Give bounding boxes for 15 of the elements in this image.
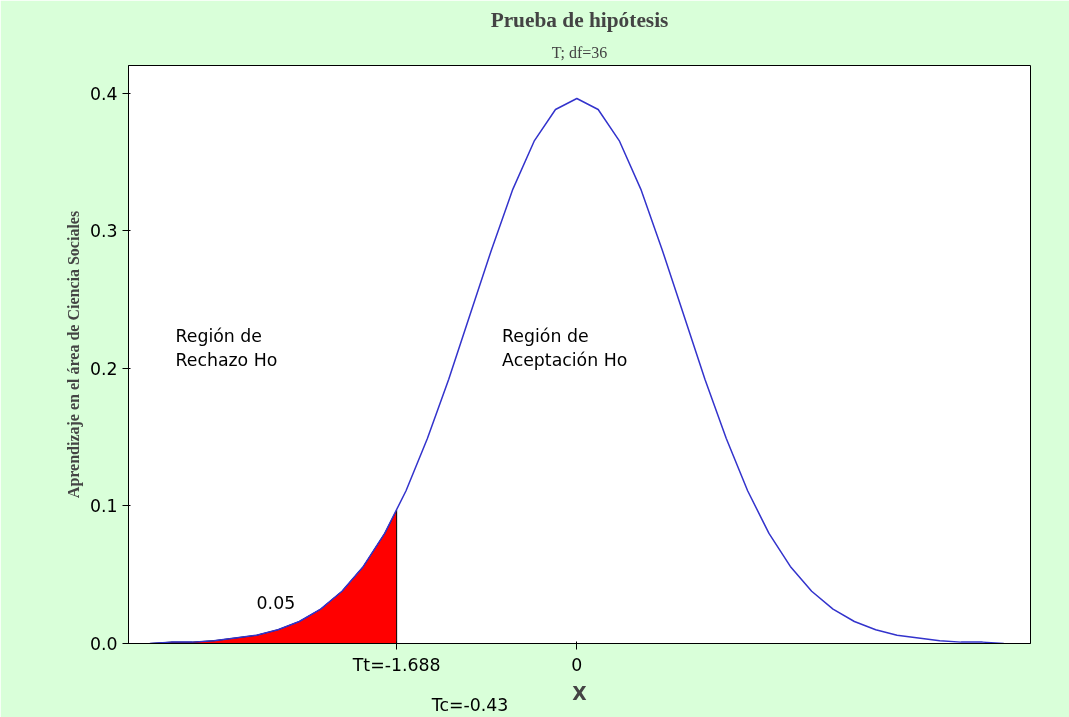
annotation: 0.05 xyxy=(256,592,296,613)
x-tick-label: Tt=-1.688 xyxy=(351,654,441,675)
y-tick-label: 0.0 xyxy=(89,634,118,654)
chart-subtitle: T; df=36 xyxy=(551,43,608,61)
x-axis-title: X xyxy=(572,682,588,704)
chart-title: Prueba de hipótesis xyxy=(490,7,669,32)
x-tick-label: 0 xyxy=(571,654,583,675)
y-tick-label: 0.1 xyxy=(89,496,118,517)
y-axis-title: Aprendizaje en el área de Ciencia Sociales xyxy=(64,210,83,499)
y-tick-label: 0.3 xyxy=(89,221,118,242)
text: Tc=-0.43 xyxy=(430,694,509,715)
annotation: Región de Aceptación Ho xyxy=(502,325,628,370)
y-tick-label: 0.4 xyxy=(89,83,118,104)
annotation: Región de Rechazo Ho xyxy=(175,325,278,370)
y-tick-label: 0.2 xyxy=(89,358,118,379)
